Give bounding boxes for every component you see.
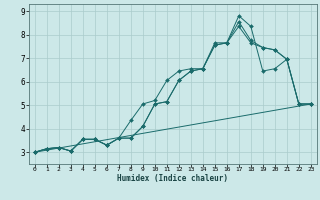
- X-axis label: Humidex (Indice chaleur): Humidex (Indice chaleur): [117, 174, 228, 183]
